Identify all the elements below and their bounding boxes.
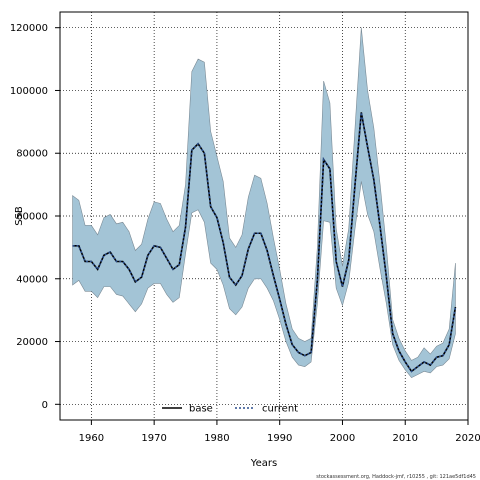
y-tick-label: 40000 bbox=[16, 274, 48, 285]
x-tick-label: 2020 bbox=[455, 433, 480, 444]
y-tick-label: 120000 bbox=[10, 23, 48, 34]
x-tick-label: 1970 bbox=[141, 433, 166, 444]
y-axis-ticks: 0 20000 40000 60000 80000 100000 120000 bbox=[10, 23, 60, 411]
legend-label-base: base bbox=[189, 404, 213, 415]
x-tick-label: 1960 bbox=[79, 433, 104, 444]
series-line-current bbox=[72, 112, 457, 373]
footer-credit: stockassessment.org, Haddock-jmf, r10255… bbox=[316, 474, 476, 480]
legend-label-current: current bbox=[262, 404, 298, 415]
y-tick-label: 20000 bbox=[16, 337, 48, 348]
x-axis-ticks: 1960 1970 1980 1990 2000 2010 2020 bbox=[79, 420, 480, 444]
x-axis-title: Years bbox=[250, 458, 277, 469]
x-tick-label: 2010 bbox=[393, 433, 418, 444]
x-tick-label: 1990 bbox=[267, 433, 292, 444]
x-tick-label: 1980 bbox=[204, 433, 229, 444]
y-tick-label: 60000 bbox=[16, 212, 48, 223]
y-tick-label: 80000 bbox=[16, 149, 48, 160]
y-tick-label: 100000 bbox=[10, 86, 48, 97]
y-tick-label: 0 bbox=[42, 400, 48, 411]
confidence-band bbox=[72, 27, 456, 379]
legend: base current bbox=[162, 404, 298, 415]
y-axis-title: SSB bbox=[14, 206, 25, 226]
x-tick-label: 2000 bbox=[330, 433, 355, 444]
